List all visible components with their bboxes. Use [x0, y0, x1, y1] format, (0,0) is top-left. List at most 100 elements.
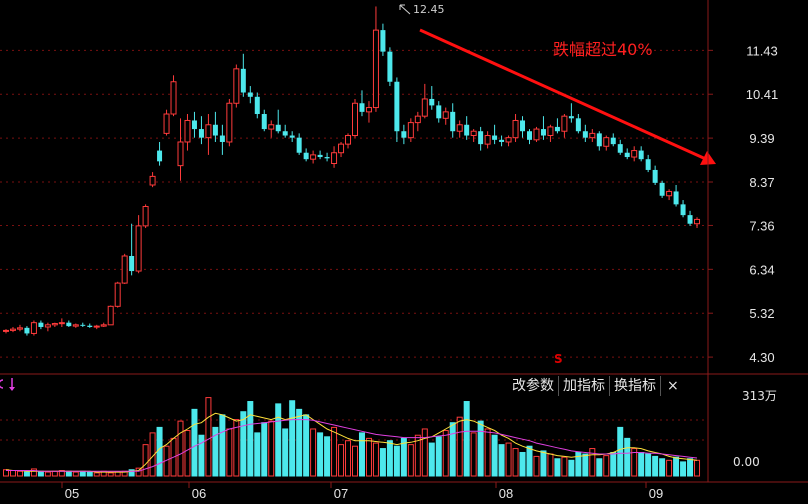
- candle: [645, 154, 651, 173]
- volume-bar: [303, 414, 310, 477]
- high-price-label: 12.45: [413, 3, 445, 16]
- candle: [394, 77, 400, 142]
- candle: [289, 131, 295, 142]
- candle: [533, 126, 540, 142]
- volume-bar: [282, 428, 289, 477]
- volume-bar: [456, 416, 463, 477]
- volume-bar: [666, 459, 673, 477]
- switch-indicator-button[interactable]: 换指标: [610, 376, 661, 396]
- volume-bar: [393, 445, 400, 477]
- candle: [191, 111, 197, 138]
- volume-bar: [505, 442, 512, 477]
- candle: [527, 129, 532, 145]
- volume-bar: [610, 451, 617, 477]
- candle: [365, 101, 372, 123]
- candle: [212, 111, 218, 142]
- candle: [596, 131, 602, 151]
- y-axis: 11.43 10.41 9.39 8.37 7.36 6.34 5.32 4.30: [708, 43, 778, 365]
- y-tick-label: 8.37: [749, 175, 774, 190]
- volume-bar: [512, 448, 519, 477]
- candle: [638, 146, 644, 162]
- volume-bar: [694, 459, 701, 477]
- volume-bar: [289, 400, 296, 477]
- x-tick-label: 07: [334, 486, 348, 501]
- volume-bar: [575, 451, 582, 477]
- volume-bar: [477, 420, 484, 477]
- candle: [666, 189, 673, 201]
- x-tick-label: 05: [65, 486, 79, 501]
- candle: [226, 98, 233, 147]
- volume-bar: [386, 440, 393, 477]
- candle: [9, 326, 16, 333]
- volume-bar: [9, 470, 16, 477]
- volume-bar: [107, 472, 114, 477]
- volume-bar: [331, 426, 338, 477]
- volume-bar: [212, 426, 219, 477]
- candle: [652, 165, 658, 185]
- volume-bar: [624, 437, 631, 477]
- candle: [575, 114, 581, 134]
- volume-bar: [596, 458, 603, 477]
- volume-bar: [65, 470, 72, 477]
- candle: [492, 124, 498, 145]
- candle: [87, 323, 93, 328]
- volume-bar: [568, 459, 575, 477]
- left-indicator-icon: [0, 378, 15, 391]
- edit-params-button[interactable]: 改参数: [508, 376, 559, 396]
- volume-bar: [407, 444, 414, 477]
- volume-bar: [435, 436, 442, 477]
- volume-bar: [338, 444, 345, 477]
- volume-bar: [680, 461, 687, 477]
- volume-bar: [226, 428, 233, 477]
- candle: [659, 180, 665, 198]
- close-icon[interactable]: ×: [667, 378, 679, 394]
- candle: [414, 111, 421, 132]
- indicator-toolbar: 改参数 加指标 换指标 ×: [508, 376, 685, 396]
- add-indicator-button[interactable]: 加指标: [559, 376, 610, 396]
- volume-bar: [652, 455, 659, 477]
- volume-bar: [603, 455, 610, 477]
- candle: [568, 103, 574, 123]
- candle: [464, 116, 470, 140]
- candle: [673, 185, 679, 207]
- volume-bar: [30, 468, 37, 477]
- candle: [478, 126, 484, 151]
- volume-bar: [589, 448, 596, 477]
- candle: [540, 116, 546, 140]
- y-tick-label: 5.32: [749, 306, 774, 321]
- candle: [184, 114, 191, 151]
- candle: [219, 124, 225, 155]
- volume-bar: [72, 471, 79, 477]
- volume-bar: [58, 470, 65, 477]
- candle: [359, 90, 365, 117]
- volume-bar: [324, 436, 331, 477]
- volume-bar: [198, 434, 205, 477]
- volume-bar: [400, 437, 407, 477]
- candle: [338, 141, 345, 158]
- volume-bar: [561, 456, 568, 477]
- volume-bar: [233, 419, 240, 477]
- volume-bar: [156, 426, 163, 477]
- x-tick-label: 06: [192, 486, 206, 501]
- volume-bar: [519, 451, 526, 477]
- candle: [561, 114, 568, 138]
- candle: [247, 86, 253, 104]
- candle: [107, 305, 114, 326]
- volume-bar: [184, 430, 191, 477]
- volume-bar: [631, 448, 638, 477]
- volume-bar: [345, 440, 352, 477]
- volume-bar: [470, 432, 477, 477]
- candle: [694, 217, 701, 229]
- volume-bar: [554, 458, 561, 477]
- candle: [198, 116, 204, 145]
- volume-bar: [268, 420, 275, 477]
- volume-bar: [128, 469, 135, 477]
- candle: [372, 6, 379, 112]
- volume-min-label: 0.00: [733, 455, 760, 469]
- y-tick-label: 9.39: [749, 131, 774, 146]
- volume-bar: [191, 408, 198, 477]
- volume-bar: [687, 458, 694, 477]
- candle: [520, 116, 526, 138]
- candle: [436, 101, 442, 123]
- candle: [554, 118, 560, 134]
